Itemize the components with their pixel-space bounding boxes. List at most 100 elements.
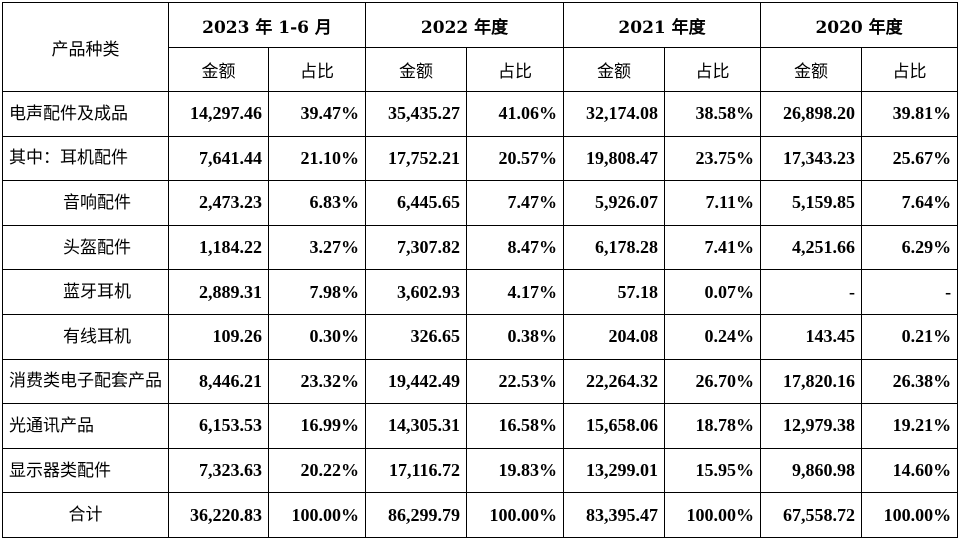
amount-cell: 17,116.72 — [365, 447, 468, 494]
amount-cell: 35,435.27 — [365, 91, 468, 137]
ratio-cell: 0.24% — [664, 313, 762, 360]
amount-cell: 9,860.98 — [760, 447, 863, 494]
table-row: 音响配件 2,473.23 6.83% 6,445.65 7.47% 5,926.07 7.… — [2, 180, 959, 226]
amount-cell: 17,820.16 — [760, 358, 863, 405]
ratio-cell: 100.00% — [267, 492, 367, 538]
ratio-cell: - — [861, 269, 959, 315]
ratio-cell: 3.27% — [267, 224, 367, 271]
amount-cell: 57.18 — [563, 269, 666, 315]
ratio-header: 占比 — [664, 47, 762, 92]
amount-cell: 2,473.23 — [168, 180, 269, 226]
amount-cell: 19,808.47 — [563, 135, 666, 182]
amount-cell: 17,343.23 — [760, 135, 863, 182]
table-row: 有线耳机 109.26 0.30% 326.65 0.38% 204.08 0.24% 143… — [2, 313, 959, 360]
table-row: 显示器类配件 7,323.63 20.22% 17,116.72 19.83% 13,29… — [2, 447, 959, 494]
ratio-cell: 7.47% — [466, 180, 565, 226]
amount-cell: 14,305.31 — [365, 403, 468, 449]
amount-cell: 86,299.79 — [365, 492, 468, 538]
amount-header: 金额 — [760, 47, 863, 92]
period-header: 2023 年 1-6 月 — [167, 2, 367, 48]
category-cell: 有线耳机 — [2, 313, 169, 360]
period-header: 2022 年度 — [365, 2, 565, 48]
amount-cell: 2,889.31 — [168, 269, 269, 315]
ratio-cell: 41.06% — [466, 91, 565, 137]
ratio-cell: 26.38% — [861, 358, 959, 405]
period-header: 2021 年度 — [563, 2, 762, 48]
period-header: 2020 年度 — [760, 2, 959, 48]
ratio-header: 占比 — [267, 47, 367, 92]
amount-cell: 15,658.06 — [563, 403, 666, 449]
ratio-cell: 19.21% — [861, 403, 959, 449]
corner-header: 产品种类 — [2, 2, 169, 92]
table-row: 消费类电子配套产品 8,446.21 23.32% 19,442.49 22.53% 22… — [2, 358, 959, 405]
ratio-cell: 20.57% — [466, 135, 565, 182]
amount-cell: 13,299.01 — [563, 447, 666, 494]
amount-cell: 143.45 — [760, 313, 863, 360]
amount-cell: 204.08 — [563, 313, 666, 360]
ratio-cell: 22.53% — [466, 358, 565, 405]
ratio-cell: 4.17% — [466, 269, 565, 315]
ratio-cell: 0.30% — [267, 313, 367, 360]
amount-cell: 32,174.08 — [563, 91, 666, 137]
table-row: 头盔配件 1,184.22 3.27% 7,307.82 8.47% 6,178.28 7.… — [2, 224, 959, 271]
amount-cell: 17,752.21 — [365, 135, 468, 182]
amount-cell: 6,178.28 — [563, 224, 666, 271]
amount-header: 金额 — [168, 47, 269, 92]
ratio-header: 占比 — [466, 47, 565, 92]
table-row: 光通讯产品 6,153.53 16.99% 14,305.31 16.58% 15,658… — [2, 403, 959, 449]
amount-cell: 19,442.49 — [365, 358, 468, 405]
table-row: 其中：耳机配件 7,641.44 21.10% 17,752.21 20.57% 19,8… — [2, 135, 959, 182]
category-cell: 音响配件 — [2, 180, 169, 226]
table-row: 蓝牙耳机 2,889.31 7.98% 3,602.93 4.17% 57.18 0.07%… — [2, 269, 959, 315]
ratio-cell: 8.47% — [466, 224, 565, 271]
ratio-cell: 15.95% — [664, 447, 762, 494]
category-cell: 消费类电子配套产品 — [2, 358, 169, 405]
ratio-cell: 20.22% — [267, 447, 367, 494]
category-cell: 合计 — [2, 492, 169, 538]
ratio-cell: 100.00% — [466, 492, 565, 538]
ratio-cell: 7.11% — [664, 180, 762, 226]
ratio-cell: 100.00% — [664, 492, 762, 538]
category-cell: 头盔配件 — [2, 224, 169, 271]
ratio-cell: 16.99% — [267, 403, 367, 449]
ratio-cell: 6.29% — [861, 224, 959, 271]
ratio-cell: 18.78% — [664, 403, 762, 449]
table-row: 合计 36,220.83 100.00% 86,299.79 100.00% 83,395… — [2, 492, 959, 538]
amount-cell: 12,979.38 — [760, 403, 863, 449]
amount-cell: 5,926.07 — [563, 180, 666, 226]
ratio-cell: 23.75% — [664, 135, 762, 182]
amount-cell: 1,184.22 — [168, 224, 269, 271]
table-body: 电声配件及成品 14,297.46 39.47% 35,435.27 41.06% 32,… — [2, 91, 959, 538]
amount-header: 金额 — [365, 47, 468, 92]
amount-cell: 7,641.44 — [168, 135, 269, 182]
amount-cell: 14,297.46 — [168, 91, 269, 137]
amount-cell: 67,558.72 — [760, 492, 863, 538]
ratio-cell: 39.81% — [861, 91, 959, 137]
table-row: 电声配件及成品 14,297.46 39.47% 35,435.27 41.06% 32,… — [2, 91, 959, 137]
ratio-cell: 39.47% — [267, 91, 367, 137]
ratio-cell: 19.83% — [466, 447, 565, 494]
ratio-cell: 7.98% — [267, 269, 367, 315]
ratio-cell: 25.67% — [861, 135, 959, 182]
amount-cell: 22,264.32 — [563, 358, 666, 405]
amount-cell: 6,153.53 — [168, 403, 269, 449]
ratio-cell: 21.10% — [267, 135, 367, 182]
ratio-cell: 7.64% — [861, 180, 959, 226]
amount-cell: 26,898.20 — [760, 91, 863, 137]
amount-cell: 3,602.93 — [365, 269, 468, 315]
amount-cell: 7,323.63 — [168, 447, 269, 494]
ratio-cell: 26.70% — [664, 358, 762, 405]
category-cell: 蓝牙耳机 — [2, 269, 169, 315]
category-cell: 电声配件及成品 — [2, 91, 169, 137]
ratio-cell: 38.58% — [664, 91, 762, 137]
amount-cell: - — [760, 269, 863, 315]
amount-cell: 6,445.65 — [365, 180, 468, 226]
amount-cell: 36,220.83 — [168, 492, 269, 538]
ratio-cell: 14.60% — [861, 447, 959, 494]
amount-cell: 5,159.85 — [760, 180, 863, 226]
ratio-cell: 7.41% — [664, 224, 762, 271]
ratio-cell: 23.32% — [267, 358, 367, 405]
category-cell: 其中：耳机配件 — [2, 135, 169, 182]
